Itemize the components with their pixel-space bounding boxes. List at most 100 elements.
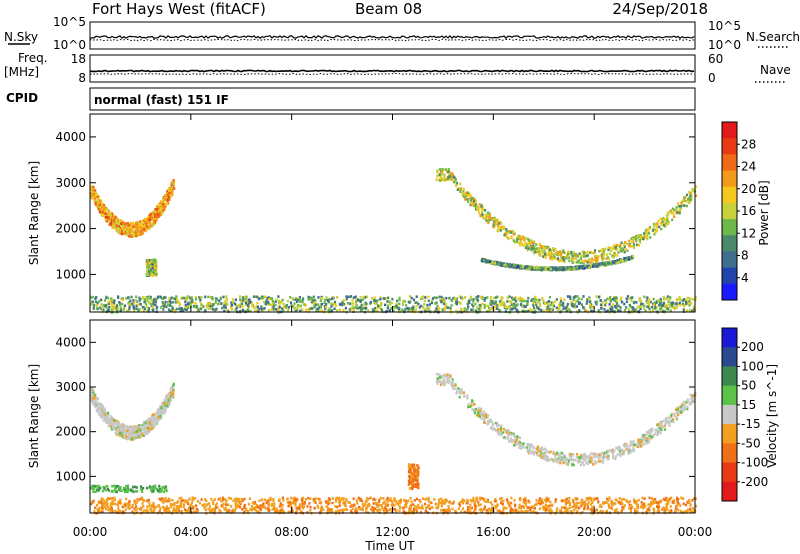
data-point: [484, 213, 487, 217]
data-point: [328, 309, 331, 313]
data-point: [664, 508, 667, 512]
data-point: [136, 429, 139, 433]
data-point: [602, 250, 605, 254]
data-point: [164, 296, 167, 299]
data-point: [529, 266, 532, 269]
data-point: [536, 300, 539, 303]
data-point: [92, 395, 96, 398]
data-point: [563, 268, 566, 272]
data-point: [148, 270, 151, 273]
data-point: [445, 177, 448, 181]
data-point: [466, 198, 469, 201]
data-point: [620, 250, 624, 253]
data-point: [117, 430, 120, 433]
data-point: [507, 237, 510, 241]
data-point: [640, 237, 643, 240]
data-point: [415, 295, 418, 298]
data-point: [320, 509, 323, 512]
data-point: [685, 302, 688, 306]
data-point: [410, 509, 413, 513]
data-point: [330, 305, 333, 308]
data-point: [624, 258, 627, 262]
power-plot-area: [90, 114, 695, 312]
data-point: [127, 296, 130, 299]
data-point: [566, 501, 569, 504]
data-point: [166, 404, 169, 408]
data-point: [271, 297, 274, 301]
data-point: [132, 306, 135, 309]
data-point: [320, 295, 323, 299]
data-point: [99, 307, 102, 310]
data-point: [649, 300, 652, 304]
data-point: [295, 296, 298, 300]
data-point: [93, 484, 96, 488]
data-point: [601, 262, 604, 266]
data-point: [454, 297, 457, 301]
data-point: [571, 267, 574, 271]
data-point: [681, 299, 684, 302]
data-point: [605, 253, 608, 256]
data-point: [170, 187, 174, 191]
data-point: [125, 309, 129, 313]
data-point: [167, 194, 170, 197]
data-point: [180, 297, 183, 300]
data-point: [163, 486, 166, 489]
data-point: [260, 295, 264, 299]
data-point: [668, 296, 671, 299]
data-point: [130, 230, 133, 234]
data-point: [555, 251, 558, 255]
data-point: [371, 297, 374, 300]
data-point: [609, 296, 612, 299]
data-point: [373, 296, 376, 300]
data-point: [656, 505, 659, 508]
data-point: [268, 298, 271, 301]
data-point: [441, 168, 444, 171]
data-point: [234, 303, 237, 306]
data-point: [122, 229, 125, 232]
data-point: [611, 310, 614, 313]
data-point: [467, 200, 470, 203]
data-point: [291, 297, 294, 300]
data-point: [509, 231, 512, 234]
data-point: [239, 298, 242, 302]
data-point: [666, 222, 669, 226]
data-point: [351, 305, 354, 308]
data-point: [251, 304, 254, 308]
data-point: [275, 298, 278, 301]
data-point: [115, 432, 118, 435]
data-point: [506, 306, 509, 309]
colorbar-swatch: [722, 186, 737, 204]
data-point: [166, 303, 169, 307]
nave-tick-bottom: 0: [708, 71, 716, 85]
data-point: [93, 396, 96, 400]
data-point: [667, 220, 670, 224]
data-point: [538, 243, 541, 246]
data-point: [127, 226, 130, 230]
data-point: [113, 484, 116, 488]
data-point: [651, 309, 655, 312]
data-point: [170, 392, 173, 395]
data-point: [512, 307, 515, 310]
data-point: [582, 295, 585, 298]
data-point: [110, 302, 113, 306]
data-point: [472, 308, 475, 312]
data-point: [157, 207, 160, 211]
data-point: [139, 220, 142, 223]
data-point: [458, 295, 461, 298]
data-point: [671, 301, 674, 304]
data-point: [619, 245, 622, 249]
data-point: [625, 300, 629, 303]
data-point: [506, 262, 509, 266]
data-point: [138, 299, 141, 302]
colorbar-tick-label: 4: [741, 271, 749, 285]
data-point: [96, 410, 99, 413]
data-point: [474, 309, 478, 312]
data-point: [542, 245, 545, 249]
data-point: [158, 213, 161, 217]
data-point: [162, 200, 165, 204]
data-point: [171, 396, 174, 399]
data-point: [586, 300, 589, 303]
data-point: [441, 172, 444, 176]
freq-tick-top: 18: [71, 52, 86, 66]
data-point: [487, 221, 490, 225]
